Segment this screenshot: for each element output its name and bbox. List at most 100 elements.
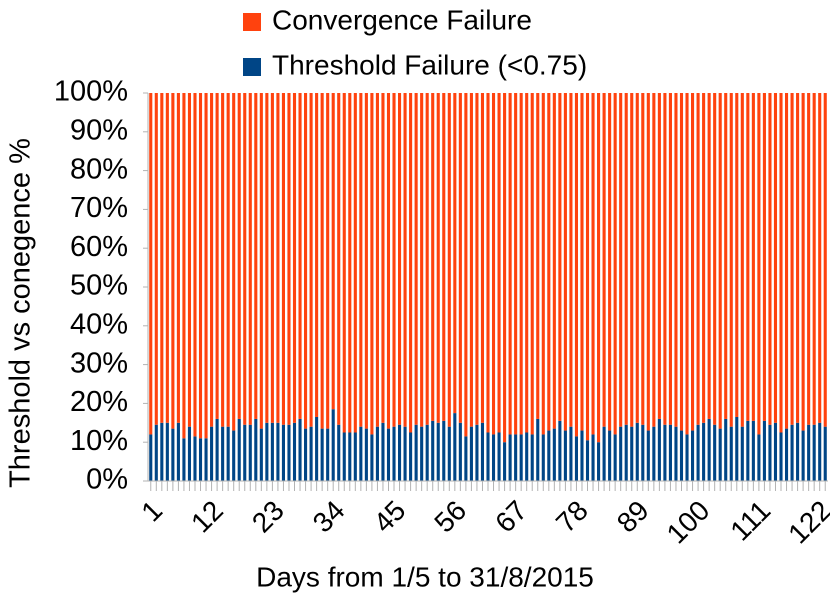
bar-segment [237, 418, 241, 481]
bar-segment [226, 426, 230, 481]
bar-segment [602, 426, 606, 481]
bar-segment [597, 442, 601, 481]
bar-segment [541, 93, 545, 435]
x-axis-title: Days from 1/5 to 31/8/2015 [256, 561, 594, 592]
bar-segment [624, 93, 628, 425]
bar-segment [729, 93, 733, 427]
bar-segment [740, 93, 744, 427]
bar-segment [232, 430, 236, 481]
bar-segment [165, 422, 169, 481]
bar-segment [304, 428, 308, 481]
bar-segment [602, 93, 606, 427]
bar-segment [176, 93, 180, 423]
bar-segment [270, 93, 274, 423]
bar-segment [691, 93, 695, 431]
y-tick-label: 70% [70, 192, 128, 224]
bar-segment [442, 420, 446, 481]
bar-segment [337, 93, 341, 425]
bar-segment [646, 430, 650, 481]
bar-segment [552, 93, 556, 429]
bar-segment [331, 409, 335, 481]
bar-segment [171, 93, 175, 429]
bar-segment [519, 434, 523, 481]
bar-segment [182, 93, 186, 439]
bar-segment [348, 93, 352, 433]
bar-segment [751, 420, 755, 481]
x-tick-label: 45 [368, 495, 412, 539]
bar-segment [403, 426, 407, 481]
bar-segment [707, 93, 711, 419]
bar-segment [309, 93, 313, 427]
x-tick-label: 56 [428, 495, 472, 539]
bar-segment [160, 422, 164, 481]
bar-segment [724, 418, 728, 481]
bar-segment [713, 93, 717, 425]
bar-segment [392, 93, 396, 427]
bar-segment [315, 416, 319, 481]
bar-segment [353, 432, 357, 481]
bar-segment [243, 93, 247, 425]
bar-segment [691, 430, 695, 481]
bar-segment [729, 426, 733, 481]
bar-segment [475, 93, 479, 425]
x-tick-label: 122 [782, 495, 830, 550]
y-tick-label: 0% [86, 464, 128, 496]
bar-segment [453, 93, 457, 414]
bar-segment [497, 432, 501, 481]
bar-segment [221, 426, 225, 481]
bar-segment [259, 93, 263, 429]
bar-segment [547, 430, 551, 481]
bar-segment [552, 428, 556, 481]
bar-segment [486, 93, 490, 433]
bar-segment [276, 422, 280, 481]
bar-segment [370, 434, 374, 481]
bar-segment [204, 93, 208, 439]
bar-segment [536, 418, 540, 481]
bar-segment [342, 93, 346, 433]
bar-segment [807, 93, 811, 425]
legend-swatch [243, 58, 261, 76]
bar-segment [409, 432, 413, 481]
bar-segment [176, 422, 180, 481]
y-tick-label: 40% [70, 308, 128, 340]
bar-segment [574, 93, 579, 437]
bar-segment [503, 442, 507, 481]
bar-segment [702, 93, 706, 423]
bar-segment [746, 93, 750, 421]
bar-segment [569, 426, 573, 481]
bar-segment [215, 93, 219, 419]
x-tick-label: 67 [489, 495, 533, 539]
bar-segment [541, 434, 545, 481]
bar-segment [641, 424, 645, 481]
bar-segment [652, 93, 656, 427]
bar-segment [608, 93, 612, 431]
bar-segment [447, 426, 451, 481]
bar-segment [585, 440, 590, 481]
bar-segment [397, 424, 402, 481]
bar-segment [375, 426, 379, 481]
bar-segment [287, 424, 291, 481]
bar-segment [740, 426, 744, 481]
bar-segment [381, 93, 385, 423]
bar-segment [154, 424, 158, 481]
bar-segment [514, 93, 518, 435]
bar-segment [254, 93, 258, 419]
bar-segment [409, 93, 413, 433]
bar-segment [613, 434, 617, 481]
bar-segment [298, 418, 302, 481]
bar-segment [773, 422, 778, 481]
bar-segment [447, 93, 451, 427]
bar-segment [525, 93, 529, 433]
bar-segment [652, 426, 656, 481]
bar-segment [679, 430, 684, 481]
bar-segment [436, 422, 440, 481]
bar-segment [414, 424, 418, 481]
bar-segment [326, 428, 330, 481]
bar-segment [580, 93, 584, 431]
bar-segment [397, 93, 402, 425]
bar-segment [635, 422, 639, 481]
bar-segment [420, 426, 424, 481]
bar-segment [768, 93, 772, 425]
bar-segment [525, 432, 529, 481]
